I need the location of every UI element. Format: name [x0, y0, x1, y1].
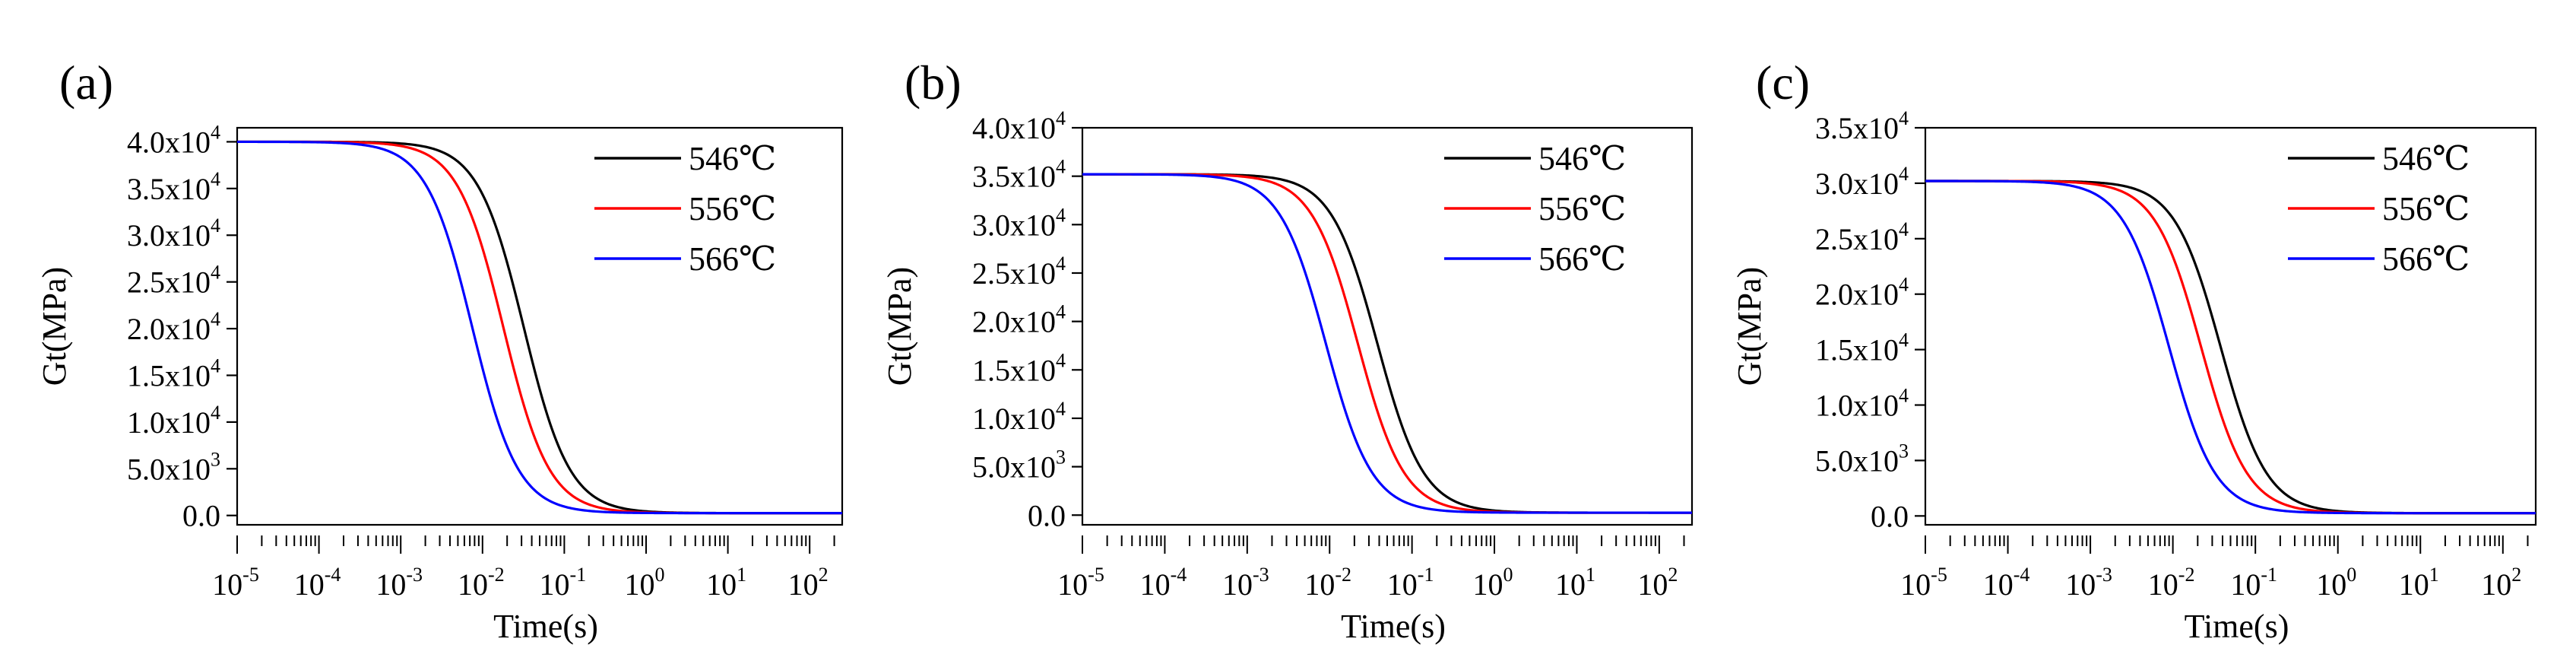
y-tick-label: 0.0 — [1028, 498, 1066, 532]
y-axis-title: Gt(MPa) — [881, 267, 918, 386]
x-tick-label: 10-5 — [1057, 564, 1104, 602]
chart-panel-3: (c) 0.0 5.0x103 1.0x104 1.5x104 2.0x104 2.5x10… — [1731, 56, 2537, 645]
x-tick-label: 102 — [1637, 564, 1678, 602]
y-tick-label: 3.0x104 — [127, 214, 220, 253]
y-tick-label: 3.0x104 — [1815, 163, 1909, 201]
y-tick-label: 3.5x104 — [972, 156, 1066, 194]
y-tick-label: 4.0x104 — [127, 121, 220, 159]
legend-label: 556℃ — [1538, 190, 1626, 227]
panel-label: (b) — [905, 56, 962, 110]
x-tick-label: 102 — [2481, 564, 2521, 602]
y-tick-label: 1.0x104 — [972, 398, 1066, 436]
x-tick-label: 100 — [1473, 564, 1513, 602]
x-tick-label: 10-3 — [375, 564, 423, 602]
series-line-3 — [237, 140, 842, 515]
series-line-2 — [1925, 180, 2536, 515]
x-axis-title: Time(s) — [2185, 608, 2289, 645]
chart-panel-1: (a) 0.0 5.0x103 1.0x104 1.5x104 2.0x104 2.5x10… — [36, 56, 844, 645]
x-tick-label: 10-2 — [458, 564, 505, 602]
x-axis-title: Time(s) — [1341, 608, 1446, 645]
y-tick-label: 5.0x103 — [972, 446, 1066, 484]
y-axis-title: Gt(MPa) — [1731, 267, 1768, 386]
plot-frame — [1081, 126, 1694, 526]
x-tick-label: 101 — [2399, 564, 2439, 602]
y-tick-label: 2.5x104 — [972, 253, 1066, 291]
x-tick-label: 10-4 — [1140, 564, 1187, 602]
panel-label: (a) — [59, 56, 113, 110]
x-tick-label: 10-1 — [540, 564, 587, 602]
y-tick-label: 2.5x104 — [1815, 218, 1909, 256]
x-tick-label: 100 — [624, 564, 664, 602]
x-tick-label: 10-1 — [1387, 564, 1434, 602]
y-tick-label: 0.0 — [1871, 499, 1909, 533]
series-line-3 — [1082, 173, 1692, 514]
y-tick-label: 2.0x104 — [127, 308, 220, 346]
y-tick-label: 3.5x104 — [1815, 107, 1909, 145]
y-tick-label: 0.0 — [182, 499, 220, 533]
x-tick-label: 101 — [706, 564, 746, 602]
legend-label: 546℃ — [2382, 140, 2470, 177]
y-tick-label: 2.0x104 — [972, 301, 1066, 339]
y-tick-label: 5.0x103 — [1815, 440, 1909, 478]
y-tick-label: 2.0x104 — [1815, 274, 1909, 312]
x-tick-label: 10-5 — [212, 564, 259, 602]
plot-frame — [236, 126, 844, 526]
legend-label: 546℃ — [689, 140, 776, 177]
x-tick-label: 100 — [2316, 564, 2356, 602]
x-tick-label: 10-5 — [1900, 564, 1947, 602]
chart-panel-2: (b) 0.0 5.0x103 1.0x104 1.5x104 2.0x104 2.5x10… — [881, 56, 1694, 645]
x-tick-label: 10-2 — [2148, 564, 2195, 602]
x-tick-label: 10-4 — [294, 564, 341, 602]
y-tick-label: 1.0x104 — [127, 402, 220, 440]
legend-label: 566℃ — [1538, 240, 1626, 278]
y-tick-label: 1.0x104 — [1815, 385, 1909, 423]
plot-frame — [1924, 126, 2537, 526]
y-axis-title: Gt(MPa) — [36, 267, 73, 386]
x-tick-label: 10-3 — [2065, 564, 2112, 602]
y-tick-label: 3.0x104 — [972, 204, 1066, 242]
y-tick-label: 1.5x104 — [972, 349, 1066, 387]
x-tick-label: 101 — [1555, 564, 1595, 602]
y-tick-label: 1.5x104 — [127, 354, 220, 392]
y-tick-label: 3.5x104 — [127, 168, 220, 206]
y-tick-label: 2.5x104 — [127, 262, 220, 300]
x-tick-label: 10-2 — [1304, 564, 1351, 602]
series-line-1 — [1925, 180, 2536, 515]
panel-label: (c) — [1756, 56, 1810, 110]
x-tick-label: 10-1 — [2230, 564, 2277, 602]
legend-label: 566℃ — [689, 240, 776, 278]
legend-label: 556℃ — [689, 190, 776, 227]
series-line-3 — [1925, 180, 2536, 515]
y-tick-label: 5.0x103 — [127, 448, 220, 486]
x-tick-label: 10-4 — [1983, 564, 2030, 602]
legend-label: 546℃ — [1538, 140, 1626, 177]
x-tick-label: 10-3 — [1222, 564, 1269, 602]
legend-label: 556℃ — [2382, 190, 2470, 227]
y-tick-label: 1.5x104 — [1815, 329, 1909, 367]
legend-label: 566℃ — [2382, 240, 2470, 278]
y-tick-label: 4.0x104 — [972, 107, 1066, 145]
x-axis-title: Time(s) — [493, 608, 598, 645]
x-tick-label: 102 — [788, 564, 829, 602]
